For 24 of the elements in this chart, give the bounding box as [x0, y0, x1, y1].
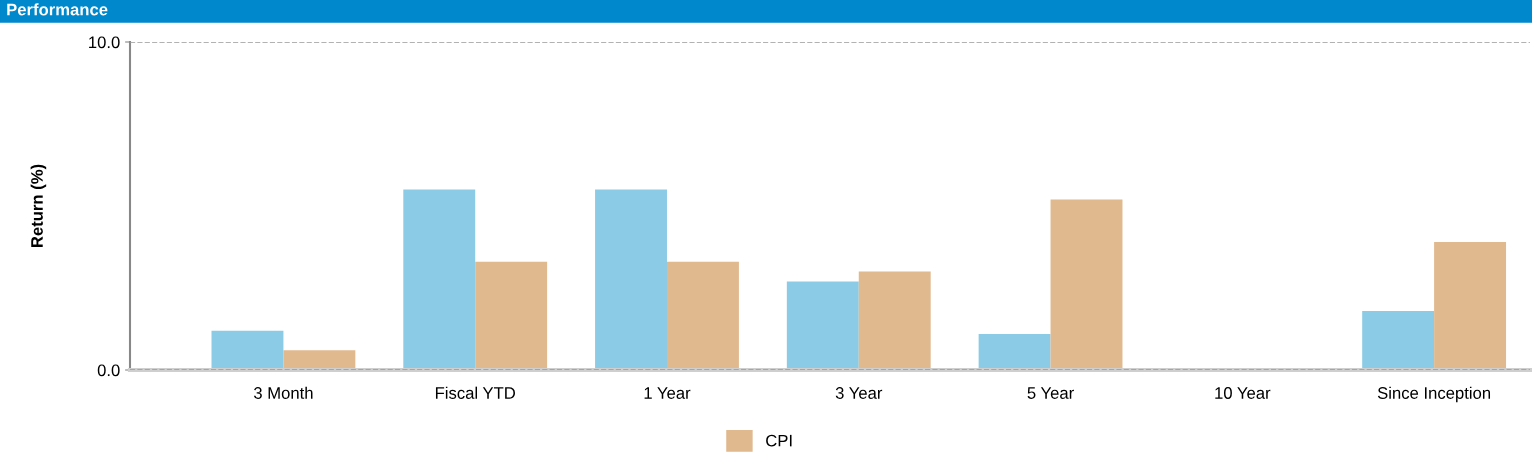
- y-tick-label: 0.0: [97, 364, 120, 377]
- x-tick-label: 3 Month: [253, 386, 313, 399]
- bar: [1362, 310, 1435, 370]
- bar: [666, 261, 739, 370]
- x-tick-label: 1 Year: [644, 387, 691, 399]
- bar: [978, 333, 1051, 370]
- bar: [283, 350, 356, 370]
- bar: [1434, 242, 1507, 370]
- bar: [211, 330, 284, 370]
- x-tick-label: 3 Year: [835, 387, 883, 399]
- x-tick-label: 10 Year: [1215, 387, 1271, 399]
- x-tick-label: Fiscal YTD: [435, 386, 516, 399]
- bar: [595, 189, 667, 370]
- chart-title: Performance: [7, 3, 108, 16]
- bar: [786, 281, 859, 370]
- bar: [475, 261, 548, 370]
- x-tick-label: 5 Year: [1027, 387, 1074, 399]
- x-tick-label: Since Inception: [1377, 386, 1491, 403]
- bar: [403, 189, 476, 370]
- y-axis-title: Return (%): [30, 164, 47, 248]
- y-tick-label: 10.0: [89, 36, 120, 49]
- legend-label: CPI: [766, 434, 792, 447]
- bar: [858, 271, 931, 370]
- bar: [1050, 199, 1123, 370]
